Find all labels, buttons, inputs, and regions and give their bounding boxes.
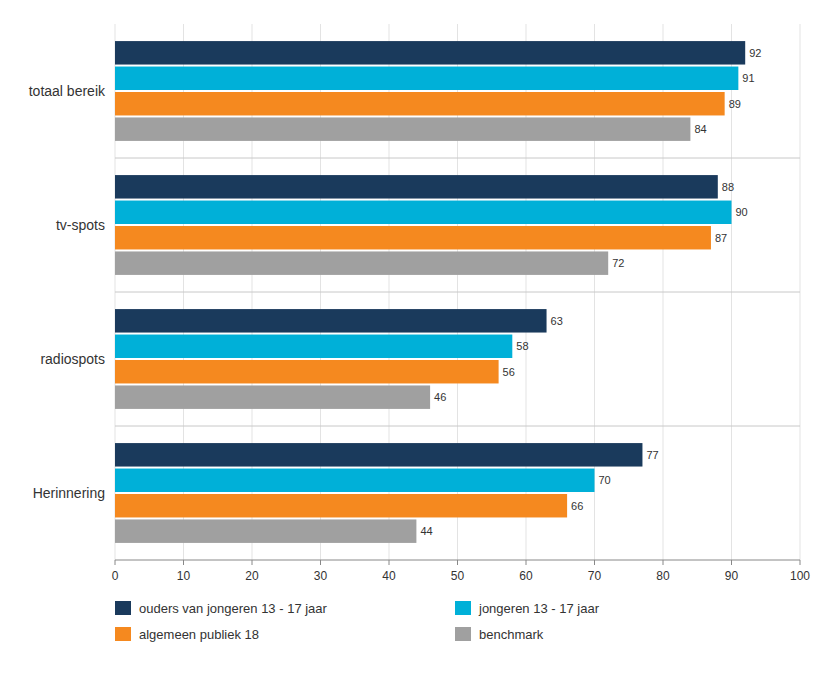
bar [115,41,745,64]
tick-mark [731,560,732,565]
legend-label: benchmark [479,627,544,642]
tick-label: 30 [314,569,328,583]
tick-label: 80 [656,569,670,583]
legend-label: ouders van jongeren 13 - 17 jaar [139,601,328,616]
tick-mark [594,560,595,565]
legend-swatch [455,601,471,615]
data-label: 63 [551,315,563,327]
data-label: 44 [420,525,432,537]
bar [115,469,595,492]
group-separator [115,158,800,159]
grid [115,24,800,560]
bar [115,201,732,224]
tick-label: 10 [177,569,191,583]
bar [115,335,512,358]
tick-mark [320,560,321,565]
data-label: 91 [742,72,754,84]
bars [115,41,745,543]
category-label: tv-spots [56,217,105,233]
tick-label: 90 [725,569,739,583]
tick-label: 40 [382,569,396,583]
data-labels: 92 91 89 84 88 90 87 72 63 58 56 46 77 70 66 44 [420,47,761,537]
bar [115,309,547,332]
data-label: 46 [434,391,446,403]
tick-label: 70 [588,569,602,583]
tick-label: 100 [790,569,810,583]
bar [115,360,499,383]
tick-mark [663,560,664,565]
tick-label: 50 [451,569,465,583]
bar [115,67,738,90]
tick-mark [800,560,801,565]
group-separator [115,292,800,293]
legend-label: algemeen publiek 18 [139,627,259,642]
bar [115,117,690,140]
data-label: 84 [694,123,706,135]
legend-label: jongeren 13 - 17 jaar [478,601,600,616]
bar [115,226,711,249]
tick-mark [457,560,458,565]
legend: ouders van jongeren 13 - 17 jaar jongeren… [115,601,600,642]
bar [115,92,725,115]
data-label: 72 [612,257,624,269]
bar [115,251,608,274]
data-label: 66 [571,500,583,512]
data-label: 58 [516,340,528,352]
tick-label: 0 [112,569,119,583]
x-axis: 0 10 20 30 40 50 60 70 80 90 100 [112,560,811,583]
chart: 0 10 20 30 40 50 60 70 80 90 100 92 91 89 84 88 90 87 72 63… [0,0,840,681]
data-label: 70 [599,474,611,486]
tick-label: 60 [519,569,533,583]
legend-swatch [115,627,131,641]
tick-mark [389,560,390,565]
data-label: 88 [722,181,734,193]
bar [115,385,430,408]
bar [115,175,718,198]
data-label: 92 [749,47,761,59]
data-label: 90 [736,206,748,218]
tick-mark [526,560,527,565]
data-label: 77 [646,449,658,461]
category-label: Herinnering [33,485,105,501]
legend-swatch [115,601,131,615]
tick-mark [115,560,116,565]
group-separator [115,426,800,427]
tick-mark [252,560,253,565]
tick-label: 20 [245,569,259,583]
data-label: 87 [715,232,727,244]
data-label: 89 [729,98,741,110]
data-label: 56 [503,366,515,378]
x-axis-line [115,560,800,561]
bar [115,519,416,542]
bar [115,494,567,517]
bar [115,443,642,466]
legend-swatch [455,627,471,641]
category-label: totaal bereik [29,83,106,99]
category-label: radiospots [40,351,105,367]
tick-mark [183,560,184,565]
